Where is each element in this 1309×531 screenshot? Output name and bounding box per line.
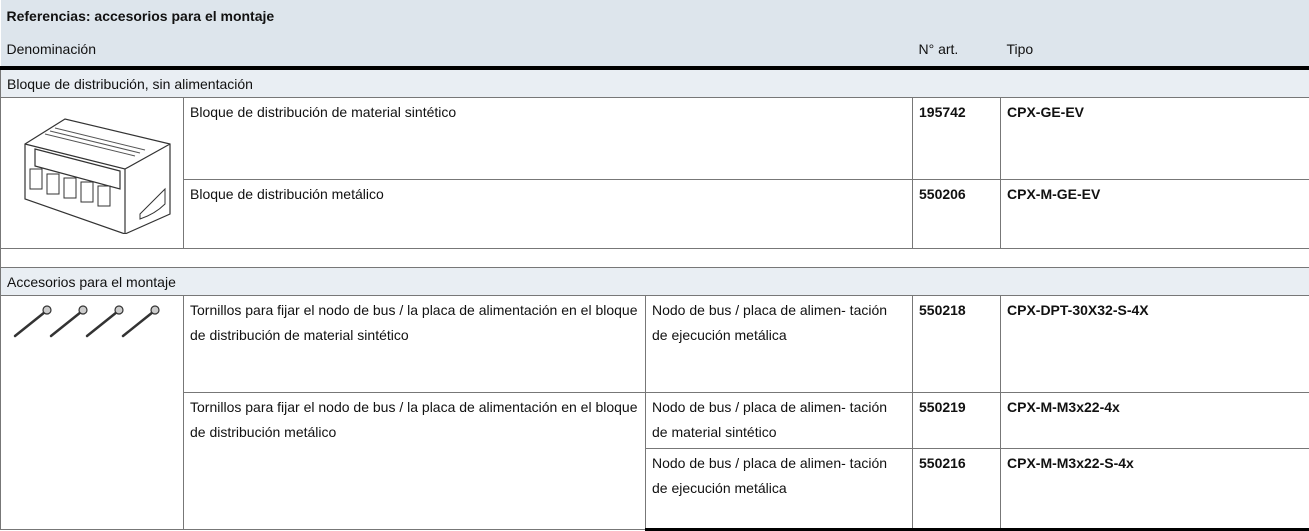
spacer-cell — [1, 249, 1309, 268]
art-number: 550218 — [913, 296, 1001, 393]
table-title: Referencias: accesorios para el montaje — [1, 0, 1309, 30]
type-code: CPX-M-M3x22-4x — [1001, 393, 1309, 449]
description: Tornillos para fijar el nodo de bus / la… — [184, 296, 646, 393]
type-code: CPX-DPT-30X32-S-4X — [1001, 296, 1309, 393]
description: Tornillos para fijar el nodo de bus / la… — [184, 393, 646, 530]
art-number: 550219 — [913, 393, 1001, 449]
art-number: 550216 — [913, 449, 1001, 530]
section-row: Bloque de distribución, sin alimentación — [1, 68, 1309, 98]
section-title: Accesorios para el montaje — [1, 268, 1309, 296]
image-cell — [1, 98, 184, 249]
type-code: CPX-M-M3x22-S-4x — [1001, 449, 1309, 530]
note: Nodo de bus / placa de alimen- tación de… — [646, 296, 913, 393]
type-code: CPX-M-GE-EV — [1001, 180, 1309, 249]
item-row: Bloque de distribución de material sinté… — [1, 98, 1309, 180]
note: Nodo de bus / placa de alimen- tación de… — [646, 449, 913, 530]
header-row: Denominación N° art. Tipo — [1, 30, 1309, 68]
item-row: Tornillos para fijar el nodo de bus / la… — [1, 393, 1309, 449]
spacer-row — [1, 249, 1309, 268]
title-row: Referencias: accesorios para el montaje — [1, 0, 1309, 30]
art-number: 550206 — [913, 180, 1001, 249]
description: Bloque de distribución metálico — [184, 180, 913, 249]
type-code: CPX-GE-EV — [1001, 98, 1309, 180]
item-row: Tornillos para fijar el nodo de bus / la… — [1, 296, 1309, 393]
note: Nodo de bus / placa de alimen- tación de… — [646, 393, 913, 449]
distribution-block-image — [5, 104, 175, 234]
header-tipo: Tipo — [1001, 30, 1309, 68]
header-name: Denominación — [1, 30, 913, 68]
header-art: N° art. — [913, 30, 1001, 68]
section-title: Bloque de distribución, sin alimentación — [1, 68, 1309, 98]
screws-image — [5, 302, 175, 342]
image-cell — [1, 296, 184, 530]
description: Bloque de distribución de material sinté… — [184, 98, 913, 180]
section-row: Accesorios para el montaje — [1, 268, 1309, 296]
art-number: 195742 — [913, 98, 1001, 180]
